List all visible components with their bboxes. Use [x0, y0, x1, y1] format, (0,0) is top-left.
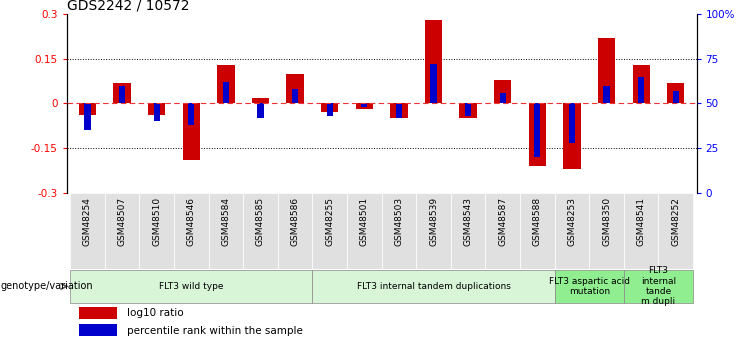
Bar — [425, 20, 442, 104]
Bar — [603, 86, 610, 104]
Bar — [243, 193, 278, 269]
Bar — [104, 193, 139, 269]
Bar — [356, 104, 373, 109]
Bar — [174, 193, 208, 269]
Bar — [79, 324, 117, 336]
Bar — [598, 38, 615, 104]
Bar — [534, 104, 540, 157]
Text: FLT3
internal
tande
m dupli: FLT3 internal tande m dupli — [641, 266, 676, 306]
Text: GSM48546: GSM48546 — [187, 197, 196, 246]
Bar — [624, 270, 693, 303]
Bar — [257, 104, 264, 118]
Bar — [494, 80, 511, 104]
Bar — [70, 193, 104, 269]
Text: GSM48501: GSM48501 — [360, 197, 369, 246]
Bar — [113, 82, 130, 104]
Bar — [459, 104, 476, 118]
Bar — [84, 104, 90, 130]
Bar — [485, 193, 520, 269]
Bar — [528, 104, 546, 166]
Text: GSM48255: GSM48255 — [325, 197, 334, 246]
Text: FLT3 aspartic acid
mutation: FLT3 aspartic acid mutation — [549, 277, 630, 296]
Text: GSM48503: GSM48503 — [394, 197, 403, 246]
Bar — [119, 86, 125, 104]
Bar — [182, 104, 200, 160]
Text: GSM48585: GSM48585 — [256, 197, 265, 246]
Text: GSM48539: GSM48539 — [429, 197, 438, 246]
Bar — [148, 104, 165, 116]
Bar — [465, 104, 471, 116]
Text: GSM48252: GSM48252 — [671, 197, 680, 246]
Bar — [217, 65, 235, 104]
Bar — [79, 104, 96, 116]
Text: genotype/variation: genotype/variation — [1, 282, 93, 291]
Text: GSM48584: GSM48584 — [222, 197, 230, 246]
Text: GSM48588: GSM48588 — [533, 197, 542, 246]
Bar — [278, 193, 313, 269]
Bar — [431, 64, 436, 104]
Text: GSM48543: GSM48543 — [464, 197, 473, 246]
Bar — [292, 89, 298, 104]
Bar — [321, 104, 339, 112]
Text: GSM48253: GSM48253 — [568, 197, 576, 246]
Text: GSM48586: GSM48586 — [290, 197, 299, 246]
Bar — [569, 104, 575, 143]
Bar — [252, 98, 269, 104]
Bar — [313, 193, 347, 269]
Bar — [223, 82, 229, 104]
Text: percentile rank within the sample: percentile rank within the sample — [127, 326, 302, 335]
Text: GSM48254: GSM48254 — [83, 197, 92, 246]
Bar — [638, 77, 644, 104]
Bar — [589, 193, 624, 269]
Bar — [139, 193, 174, 269]
Bar — [451, 193, 485, 269]
Bar — [555, 193, 589, 269]
Text: FLT3 wild type: FLT3 wild type — [159, 282, 224, 291]
Bar — [208, 193, 243, 269]
Text: GSM48350: GSM48350 — [602, 197, 611, 246]
Bar — [79, 307, 117, 319]
Bar — [153, 104, 160, 121]
Text: GDS2242 / 10572: GDS2242 / 10572 — [67, 0, 189, 13]
Bar — [624, 193, 659, 269]
Bar — [633, 65, 650, 104]
Text: GSM48510: GSM48510 — [152, 197, 162, 246]
Text: FLT3 internal tandem duplications: FLT3 internal tandem duplications — [356, 282, 511, 291]
Bar — [361, 104, 368, 107]
Bar — [287, 73, 304, 104]
Bar — [659, 193, 693, 269]
Bar — [499, 93, 506, 104]
Bar — [188, 104, 194, 125]
Bar — [391, 104, 408, 118]
Text: GSM48541: GSM48541 — [637, 197, 645, 246]
Bar — [563, 104, 581, 169]
Bar — [555, 270, 624, 303]
Bar — [673, 91, 679, 103]
Bar — [520, 193, 555, 269]
Text: GSM48507: GSM48507 — [118, 197, 127, 246]
Text: log10 ratio: log10 ratio — [127, 308, 183, 318]
Bar — [416, 193, 451, 269]
Bar — [70, 270, 313, 303]
Bar — [327, 104, 333, 116]
Bar — [667, 82, 685, 104]
Bar — [382, 193, 416, 269]
Bar — [347, 193, 382, 269]
Bar — [313, 270, 555, 303]
Text: GSM48587: GSM48587 — [498, 197, 508, 246]
Bar — [396, 104, 402, 118]
